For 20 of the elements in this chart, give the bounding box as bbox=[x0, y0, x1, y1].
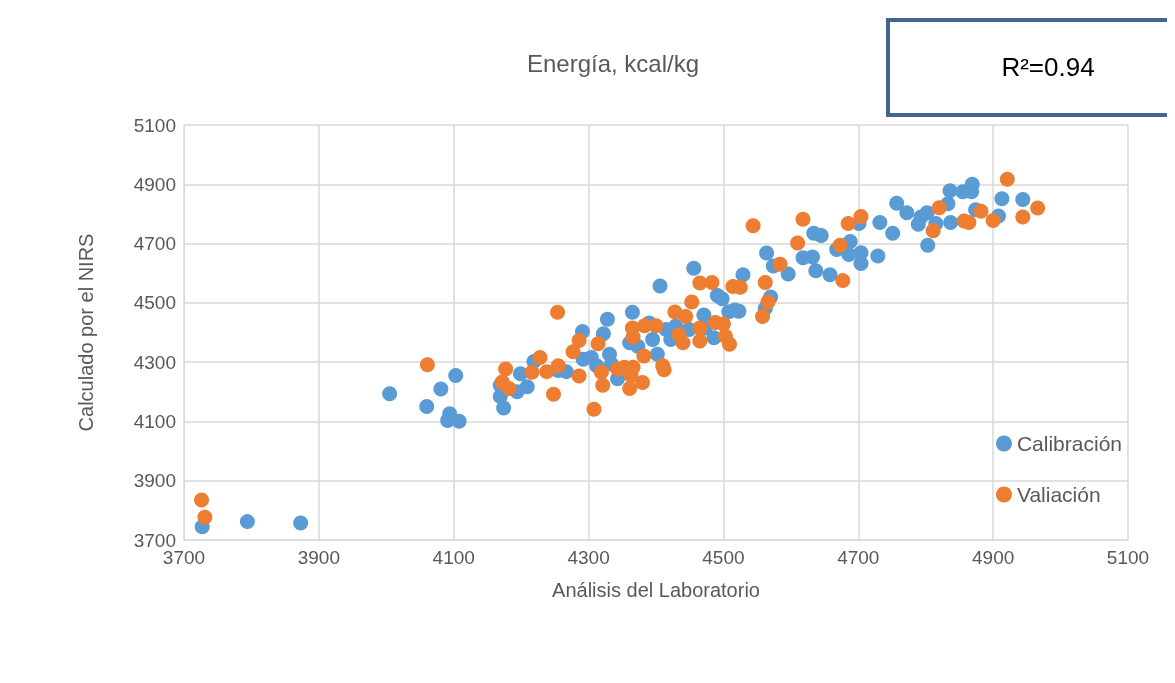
y-tick-label: 4100 bbox=[133, 410, 176, 432]
x-tick-label: 4100 bbox=[432, 547, 475, 568]
text: R²=0.94 bbox=[1001, 52, 1095, 82]
y-tick-label: 4900 bbox=[133, 173, 176, 195]
chart-title: Energía, kcal/kg bbox=[526, 49, 700, 77]
x-tick-label: 3900 bbox=[297, 547, 340, 568]
x-axis-title: Análisis del Laboratorio bbox=[552, 579, 760, 601]
x-tick-label: 5100 bbox=[1106, 547, 1150, 568]
x-tick-label: 4500 bbox=[702, 547, 745, 568]
y-tick-label: 4500 bbox=[133, 292, 176, 314]
y-tick-label: 5100 bbox=[133, 114, 176, 136]
x-tick-label: 4700 bbox=[837, 547, 880, 568]
legend-label: Calibración bbox=[1016, 432, 1123, 455]
y-axis-title: Calculado por el NIRS bbox=[75, 233, 97, 432]
y-tick-label: 3900 bbox=[133, 470, 176, 492]
y-tick-label: 4700 bbox=[133, 233, 176, 255]
y-tick-label: 4300 bbox=[133, 351, 176, 373]
x-tick-label: 4300 bbox=[567, 547, 610, 568]
x-tick-label: 4900 bbox=[972, 547, 1015, 568]
legend-label: Valiación bbox=[1016, 483, 1101, 506]
